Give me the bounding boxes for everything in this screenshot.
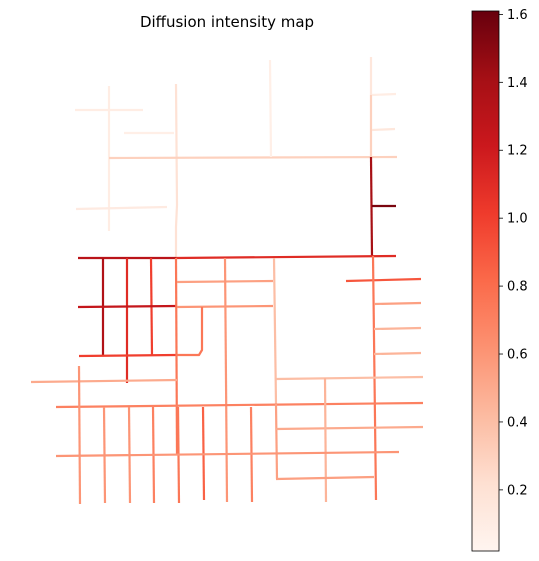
network-segment-41	[276, 404, 277, 479]
network-segment-4	[109, 157, 397, 158]
network-segment-42	[276, 427, 423, 429]
network-segment-28	[374, 303, 421, 304]
network-segment-24	[225, 258, 227, 502]
colorbar-tick-label-6: 1.4	[507, 76, 528, 91]
network-segment-30	[374, 353, 421, 354]
chart-title: Diffusion intensity map	[140, 13, 314, 31]
network-segment-3	[176, 84, 177, 258]
network-segment-43	[325, 378, 326, 502]
colorbar-tick-label-0: 0.2	[507, 483, 528, 498]
colorbar-tick-label-7: 1.6	[507, 8, 528, 23]
network-segment-12	[76, 207, 167, 209]
colorbar-tick-label-2: 0.6	[507, 348, 528, 363]
network-segment-18	[78, 306, 177, 307]
colorbar-tick-label-5: 1.2	[507, 144, 528, 159]
network-segment-25	[274, 258, 276, 404]
network-segment-32	[31, 380, 177, 382]
colorbar	[472, 11, 499, 551]
network-segment-10	[372, 129, 395, 130]
network-segment-8	[371, 157, 372, 256]
colorbar-ticks: 0.2 0.4 0.6 0.8 1.0 1.2 1.4 1.6	[499, 8, 528, 498]
plot-area	[31, 57, 423, 504]
network-segment-5	[270, 60, 271, 157]
network-segment-33	[56, 403, 423, 407]
colorbar-tick-label-3: 0.8	[507, 280, 528, 295]
network-segment-26	[346, 279, 421, 281]
colorbar-tick-label-4: 1.0	[507, 212, 528, 227]
network-segment-19	[79, 355, 176, 356]
network-segment-14	[176, 256, 396, 258]
colorbar-tick-label-1: 0.4	[507, 415, 528, 430]
network-segment-29	[374, 328, 421, 329]
network-segment-45	[276, 477, 374, 479]
network-segment-31	[276, 377, 423, 379]
network-segment-23	[177, 307, 202, 355]
network-segment-34	[79, 366, 80, 504]
network-segment-20	[176, 258, 177, 454]
network-segment-9	[372, 94, 396, 95]
